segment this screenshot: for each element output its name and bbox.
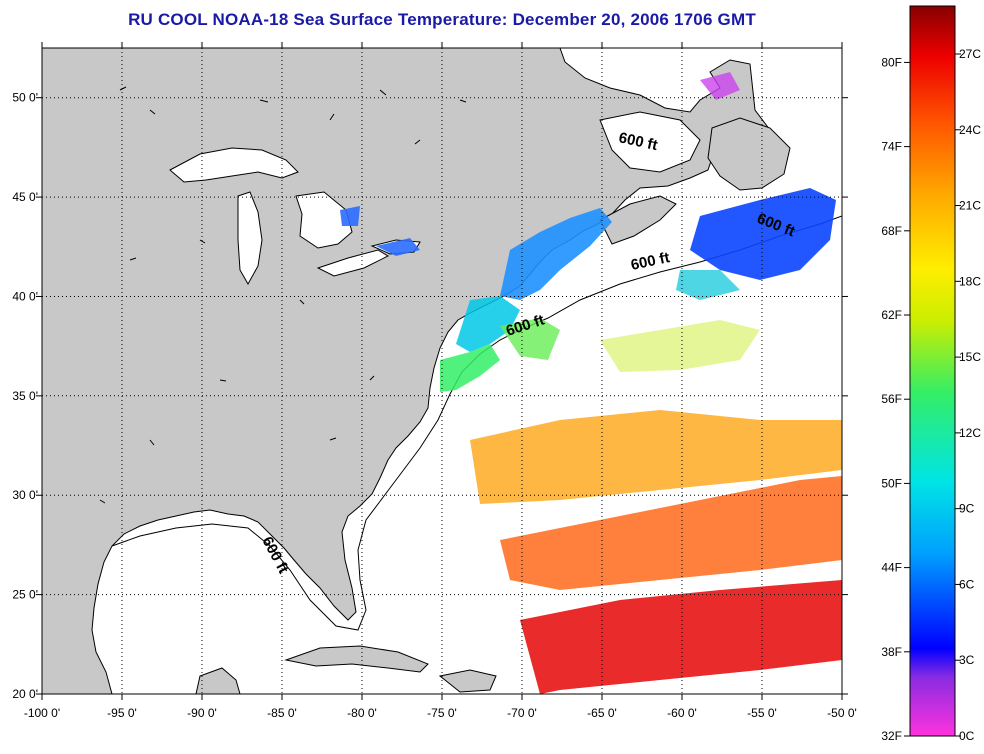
lat-tick-label: 20 0' xyxy=(12,687,38,701)
colorbar-f-label: 44F xyxy=(881,561,902,575)
lake-erie xyxy=(316,249,390,277)
colorbar-f-label: 50F xyxy=(881,476,902,490)
lon-tick-label: -70 0' xyxy=(507,706,537,720)
colorbar-f-label: 32F xyxy=(881,729,902,743)
map-title: RU COOL NOAA-18 Sea Surface Temperature:… xyxy=(128,10,756,29)
land-hispaniola xyxy=(438,669,497,693)
colorbar-c-label: 18C xyxy=(959,274,981,288)
lon-tick-label: -75 0' xyxy=(427,706,457,720)
colorbar-f-label: 74F xyxy=(881,140,902,154)
lake-huron xyxy=(295,191,353,249)
colorbar xyxy=(909,5,956,737)
colorbar-c-label: 6C xyxy=(959,577,975,591)
colorbar-f-label: 62F xyxy=(881,308,902,322)
colorbar-f-label: 38F xyxy=(881,645,902,659)
colorbar-c-label: 27C xyxy=(959,47,981,61)
land-nova-scotia xyxy=(599,195,677,245)
lon-tick-label: -50 0' xyxy=(827,706,857,720)
colorbar-f-label: 68F xyxy=(881,224,902,238)
lon-tick-label: -90 0' xyxy=(187,706,217,720)
lat-tick-label: 25 0' xyxy=(12,588,38,602)
lat-tick-label: 35 0' xyxy=(12,389,38,403)
lat-tick-label: 45 0' xyxy=(12,190,38,204)
colorbar-celsius-labels: 27C 24C 21C 18C 15C 12C 9C 6C 3C 0C xyxy=(955,47,981,743)
colorbar-c-label: 3C xyxy=(959,653,975,667)
colorbar-c-label: 24C xyxy=(959,123,981,137)
lon-tick-label: -80 0' xyxy=(347,706,377,720)
lon-tick-label: -60 0' xyxy=(667,706,697,720)
colorbar-c-label: 15C xyxy=(959,350,981,364)
colorbar-c-label: 9C xyxy=(959,502,975,516)
land-yucatan xyxy=(195,667,241,694)
isobath-600ft xyxy=(111,215,842,631)
graticule xyxy=(42,48,842,694)
colorbar-c-label: 0C xyxy=(959,729,975,743)
lat-tick-label: 30 0' xyxy=(12,488,38,502)
colorbar-f-label: 80F xyxy=(881,55,902,69)
lon-tick-label: -95 0' xyxy=(107,706,137,720)
longitude-axis: -100 0' -95 0' -90 0' -85 0' -80 0' -75 0' -70… xyxy=(24,42,857,720)
gulf-st-lawrence xyxy=(599,111,701,173)
lat-tick-label: 40 0' xyxy=(12,289,38,303)
land-newfoundland xyxy=(707,117,791,191)
lat-tick-label: 50 0' xyxy=(12,91,38,105)
lake-michigan xyxy=(237,191,263,286)
sst-coastal-cold xyxy=(340,72,836,392)
lon-tick-label: -55 0' xyxy=(747,706,777,720)
lon-tick-label: -100 0' xyxy=(24,706,60,720)
small-lakes xyxy=(99,86,467,504)
colorbar-c-label: 21C xyxy=(959,199,981,213)
lon-tick-label: -65 0' xyxy=(587,706,617,720)
land-cuba xyxy=(284,645,429,673)
colorbar-c-label: 12C xyxy=(959,426,981,440)
lon-tick-label: -85 0' xyxy=(267,706,297,720)
colorbar-fahrenheit-labels: 80F 74F 68F 62F 56F 50F 44F 38F 32F xyxy=(881,55,910,743)
latitude-axis: 50 0' 45 0' 40 0' 35 0' 30 0' 25 0' 20 0' xyxy=(12,91,848,701)
land-north-america xyxy=(42,48,771,694)
colorbar-f-label: 56F xyxy=(881,392,902,406)
